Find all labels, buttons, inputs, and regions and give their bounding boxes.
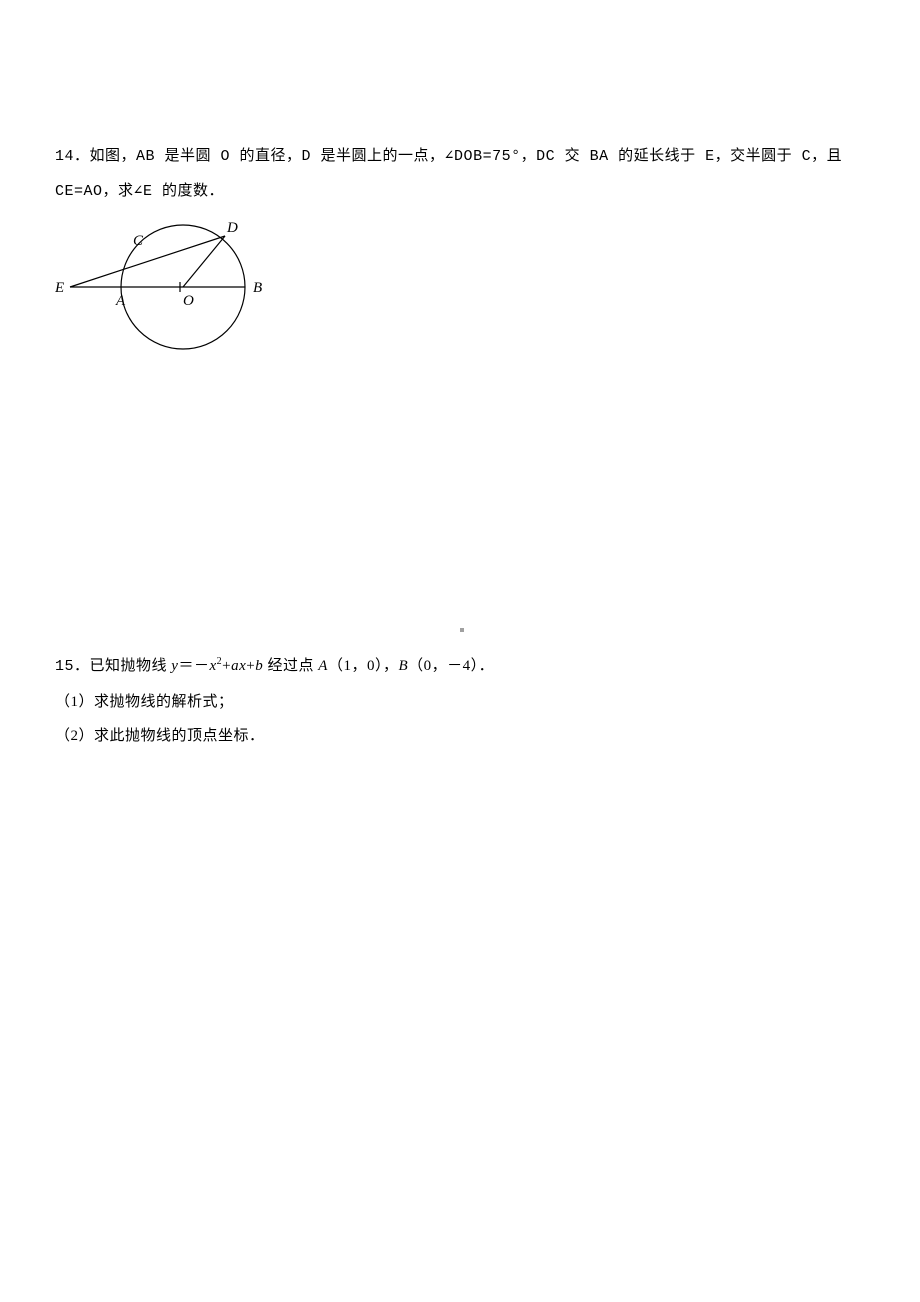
problem-14: 14．如图，AB 是半圆 O 的直径，D 是半圆上的一点，∠DOB=75°，DC…: [55, 140, 865, 359]
formula-eq: ＝－: [178, 658, 209, 674]
problem-15-number: 15．: [55, 658, 90, 675]
vertical-spacer: [55, 389, 865, 649]
svg-text:E: E: [55, 280, 64, 296]
svg-text:D: D: [226, 220, 238, 236]
formula-ax: ax: [231, 658, 246, 674]
problem-14-number: 14．: [55, 148, 90, 165]
point-A: A: [318, 658, 328, 674]
problem-15-sub2: （2）求此抛物线的顶点坐标．: [55, 719, 865, 754]
problem-15-intro: 已知抛物线: [90, 658, 172, 674]
point-A-coords: （1，0），: [328, 658, 399, 674]
problem-14-line1: 如图，AB 是半圆 O 的直径，D 是半圆上的一点，∠DOB=75°，DC 交 …: [90, 148, 843, 165]
problem-14-text: 14．如图，AB 是半圆 O 的直径，D 是半圆上的一点，∠DOB=75°，DC…: [55, 140, 865, 175]
formula-x: x: [209, 658, 216, 674]
point-B: B: [398, 658, 408, 674]
problem-14-line2: CE=AO，求∠E 的度数．: [55, 175, 865, 210]
problem-15: 15．已知抛物线 y＝－x2+ax+b 经过点 A（1，0），B（0，－4）． …: [55, 649, 865, 754]
svg-text:C: C: [133, 233, 144, 249]
svg-text:B: B: [253, 280, 262, 296]
point-B-coords: （0，－4）．: [408, 658, 494, 674]
formula-plus2: +: [246, 658, 255, 674]
problem-15-text: 15．已知抛物线 y＝－x2+ax+b 经过点 A（1，0），B（0，－4）．: [55, 649, 865, 685]
problem-15-sub1: （1）求抛物线的解析式；: [55, 685, 865, 720]
page-center-marker: [460, 628, 464, 632]
geometry-figure-svg: A B O D C E: [55, 219, 285, 354]
svg-text:A: A: [115, 293, 126, 309]
svg-text:O: O: [183, 293, 194, 309]
problem-14-figure: A B O D C E: [55, 219, 865, 359]
formula-after: 经过点: [263, 658, 318, 674]
formula-plus: +: [222, 658, 231, 674]
